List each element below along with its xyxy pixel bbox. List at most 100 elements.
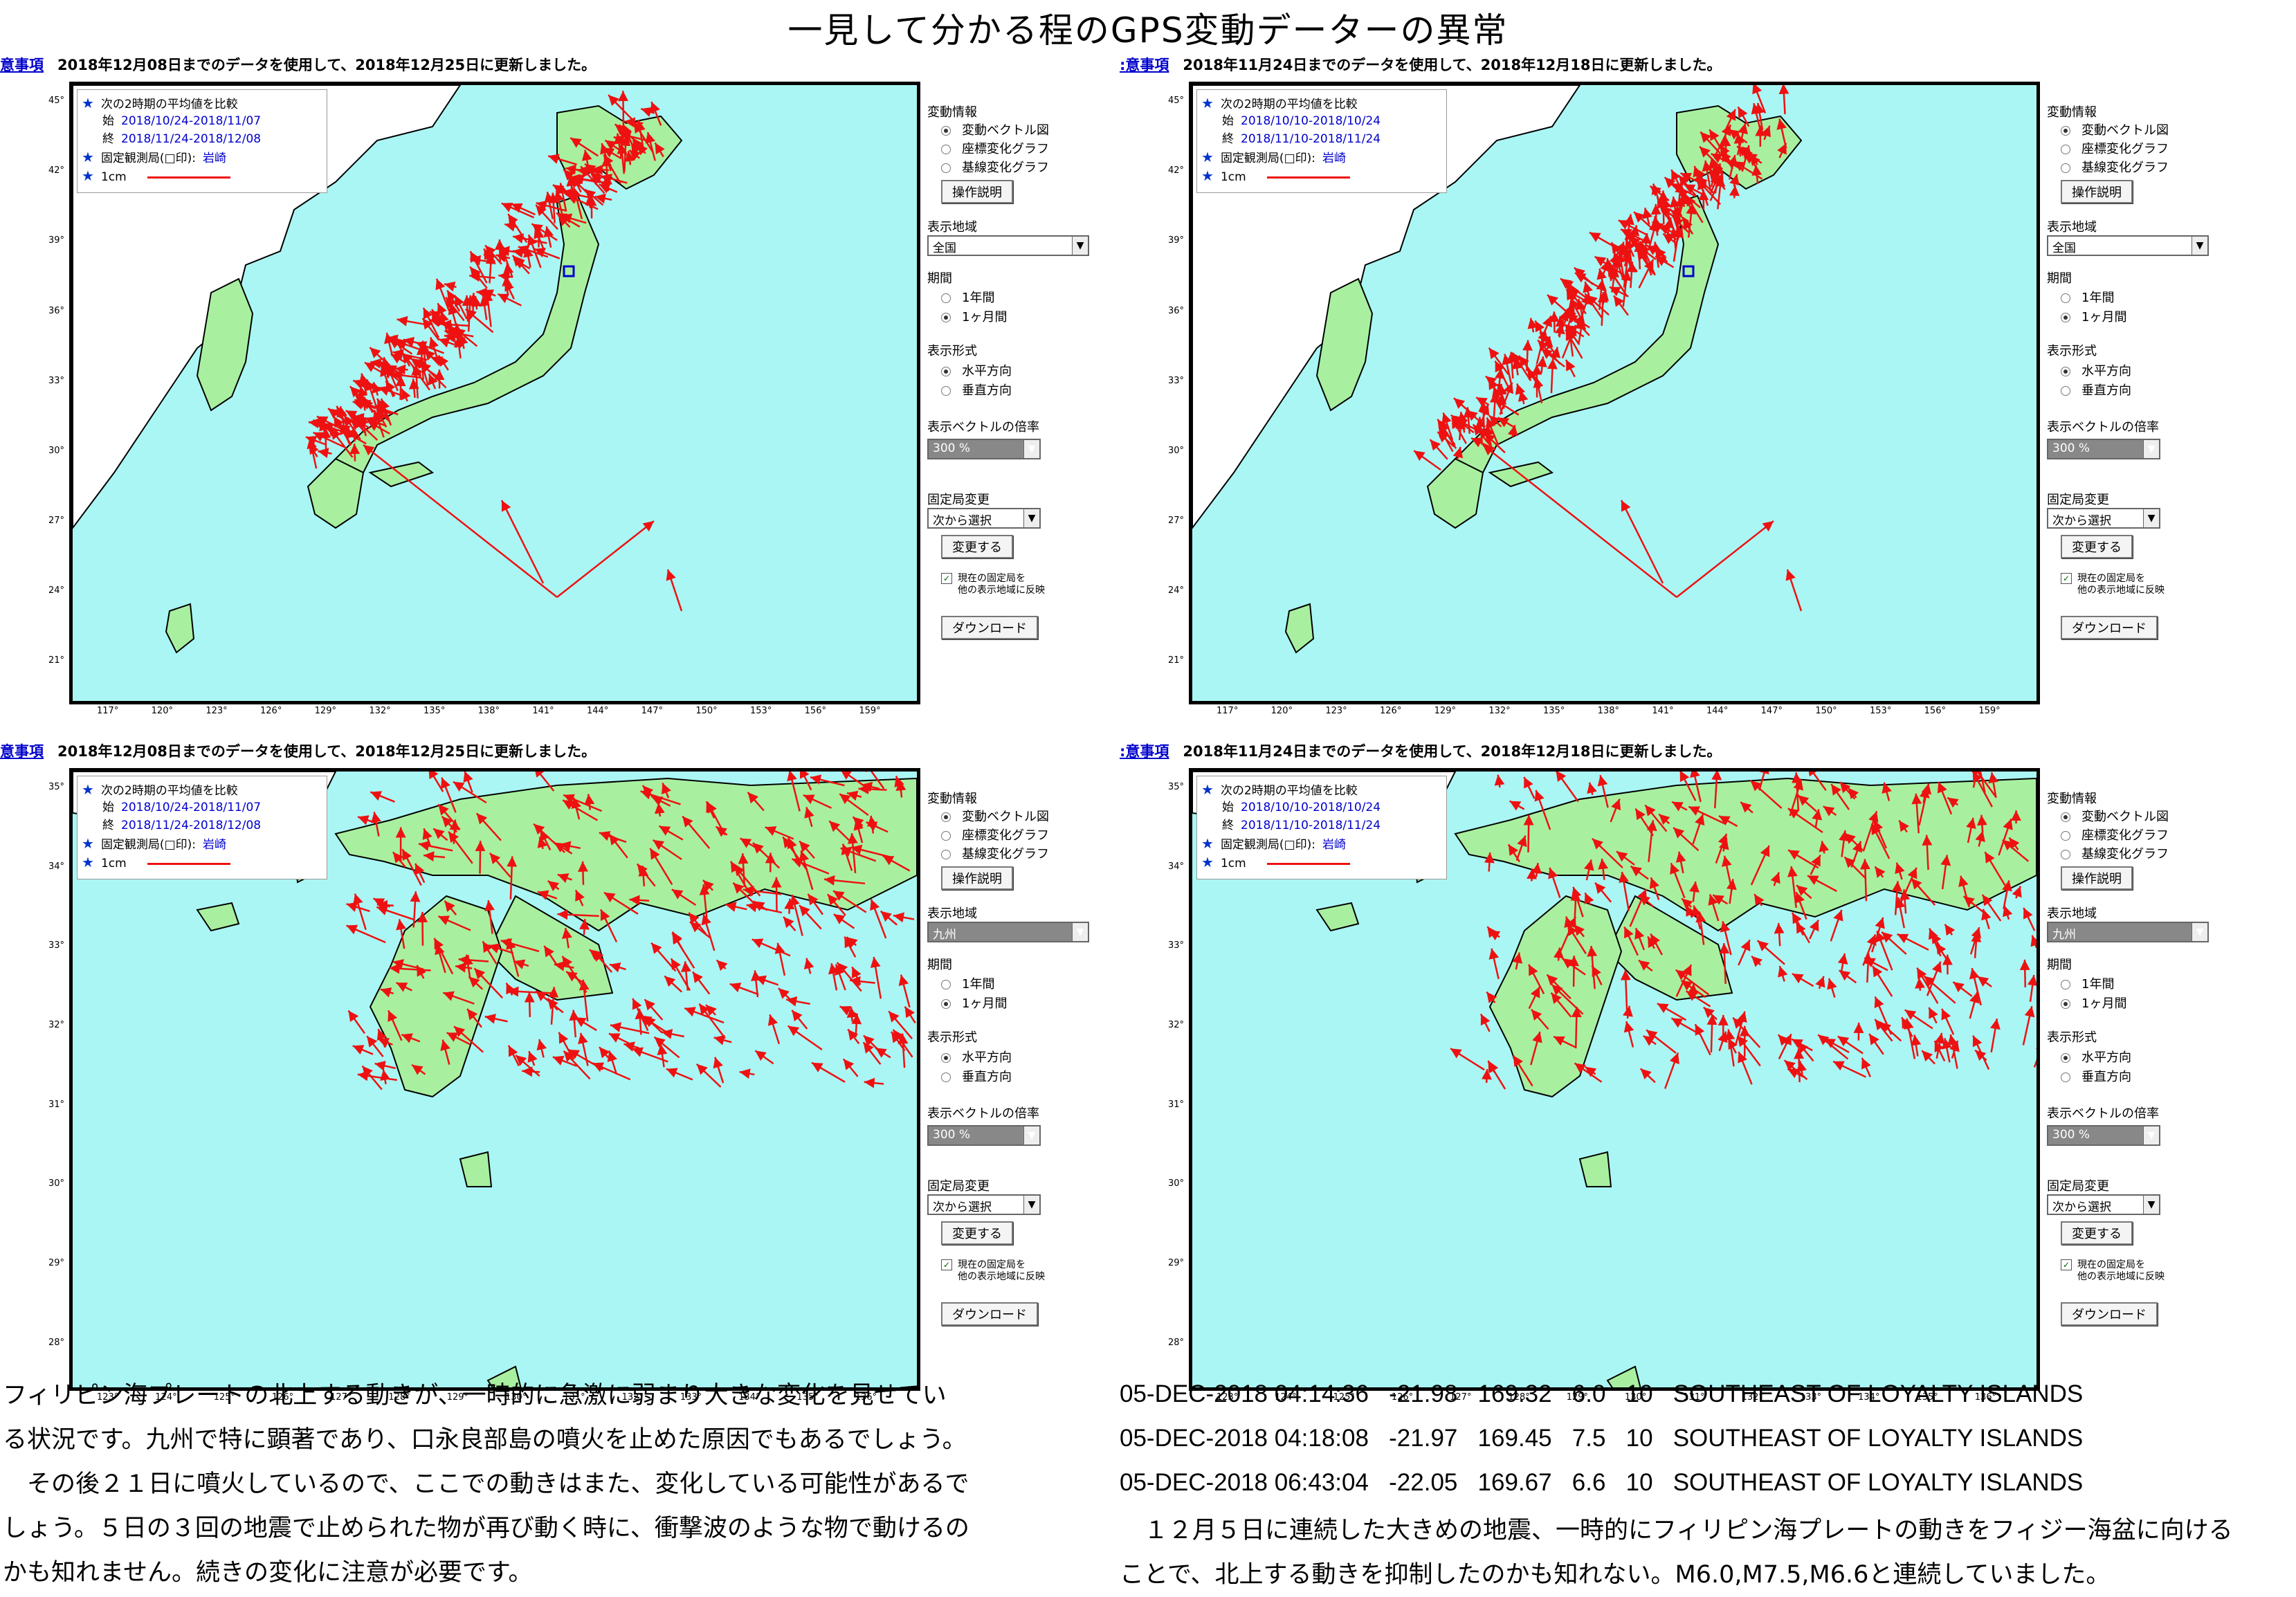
period-option-year[interactable]: 1年間 (2061, 288, 2114, 306)
chevron-down-icon[interactable]: ▼ (1072, 923, 1088, 941)
period-option-month[interactable]: 1ヶ月間 (2061, 994, 2126, 1012)
reflect-checkbox[interactable]: ✓現在の固定局を他の表示地域に反映 (2061, 1259, 2165, 1283)
radio-icon[interactable] (2061, 1073, 2070, 1082)
checkbox-icon[interactable]: ✓ (2061, 573, 2072, 584)
format-option-vertical[interactable]: 垂直方向 (2061, 381, 2131, 399)
radio-icon[interactable] (2061, 367, 2070, 376)
info-option-baseline[interactable]: 基線変化グラフ (2061, 158, 2169, 176)
info-option-vector[interactable]: 変動ベクトル図 (2061, 120, 2169, 138)
info-option-coordinate[interactable]: 座標変化グラフ (2061, 139, 2169, 157)
radio-icon[interactable] (941, 386, 951, 396)
chevron-down-icon[interactable]: ▼ (2143, 1196, 2159, 1214)
info-option-baseline[interactable]: 基線変化グラフ (941, 158, 1049, 176)
scale-select[interactable]: 300 %▼ (2047, 1125, 2160, 1146)
radio-icon[interactable] (2061, 980, 2070, 989)
notice-link[interactable]: 意事項 (0, 743, 44, 760)
radio-icon[interactable] (941, 812, 951, 822)
radio-icon[interactable] (941, 293, 951, 303)
fixed-station-select[interactable]: 次から選択▼ (927, 1194, 1041, 1215)
radio-icon[interactable] (2061, 386, 2070, 396)
change-button[interactable]: 変更する (941, 1221, 1013, 1245)
download-button[interactable]: ダウンロード (2061, 616, 2158, 639)
period-option-year[interactable]: 1年間 (941, 974, 994, 992)
manual-button[interactable]: 操作説明 (2061, 180, 2133, 203)
radio-icon[interactable] (941, 367, 951, 376)
period-option-month[interactable]: 1ヶ月間 (2061, 307, 2126, 325)
notice-link[interactable]: 意事項 (0, 57, 44, 73)
info-option-coordinate[interactable]: 座標変化グラフ (941, 825, 1049, 843)
format-option-vertical[interactable]: 垂直方向 (941, 381, 1012, 399)
fixed-station-select[interactable]: 次から選択▼ (2047, 1194, 2160, 1215)
chevron-down-icon[interactable]: ▼ (2143, 1126, 2159, 1144)
fixed-station-select[interactable]: 次から選択▼ (927, 508, 1041, 529)
region-select[interactable]: 九州▼ (927, 922, 1089, 942)
manual-button[interactable]: 操作説明 (941, 180, 1013, 203)
radio-icon[interactable] (2061, 812, 2070, 822)
radio-icon[interactable] (941, 999, 951, 1009)
chevron-down-icon[interactable]: ▼ (1023, 1196, 1039, 1214)
chevron-down-icon[interactable]: ▼ (2192, 237, 2207, 255)
chevron-down-icon[interactable]: ▼ (2192, 923, 2207, 941)
format-option-horizontal[interactable]: 水平方向 (2061, 1048, 2131, 1066)
info-option-coordinate[interactable]: 座標変化グラフ (2061, 825, 2169, 843)
manual-button[interactable]: 操作説明 (941, 866, 1013, 890)
scale-select[interactable]: 300 %▼ (2047, 439, 2160, 459)
notice-link[interactable]: :意事項 (1120, 57, 1169, 73)
radio-icon[interactable] (2061, 145, 2070, 154)
info-option-vector[interactable]: 変動ベクトル図 (2061, 807, 2169, 825)
radio-icon[interactable] (941, 126, 951, 136)
radio-icon[interactable] (941, 1073, 951, 1082)
change-button[interactable]: 変更する (2061, 1221, 2133, 1245)
radio-icon[interactable] (2061, 831, 2070, 841)
radio-icon[interactable] (941, 1053, 951, 1063)
scale-select[interactable]: 300 %▼ (927, 1125, 1041, 1146)
download-button[interactable]: ダウンロード (941, 1302, 1038, 1326)
radio-icon[interactable] (2061, 293, 2070, 303)
period-option-month[interactable]: 1ヶ月間 (941, 994, 1007, 1012)
info-option-vector[interactable]: 変動ベクトル図 (941, 807, 1049, 825)
chevron-down-icon[interactable]: ▼ (1023, 509, 1039, 527)
download-button[interactable]: ダウンロード (2061, 1302, 2158, 1326)
checkbox-icon[interactable]: ✓ (941, 1259, 952, 1270)
chevron-down-icon[interactable]: ▼ (2143, 509, 2159, 527)
info-option-vector[interactable]: 変動ベクトル図 (941, 120, 1049, 138)
format-option-vertical[interactable]: 垂直方向 (941, 1067, 1012, 1085)
region-select[interactable]: 全国▼ (927, 235, 1089, 256)
chevron-down-icon[interactable]: ▼ (1072, 237, 1088, 255)
radio-icon[interactable] (2061, 126, 2070, 136)
period-option-year[interactable]: 1年間 (2061, 974, 2114, 992)
format-option-horizontal[interactable]: 水平方向 (2061, 361, 2131, 379)
radio-icon[interactable] (2061, 1053, 2070, 1063)
change-button[interactable]: 変更する (2061, 535, 2133, 558)
period-option-month[interactable]: 1ヶ月間 (941, 307, 1007, 325)
scale-select[interactable]: 300 %▼ (927, 439, 1041, 459)
chevron-down-icon[interactable]: ▼ (1023, 1126, 1039, 1144)
radio-icon[interactable] (941, 831, 951, 841)
region-select[interactable]: 九州▼ (2047, 922, 2209, 942)
download-button[interactable]: ダウンロード (941, 616, 1038, 639)
manual-button[interactable]: 操作説明 (2061, 866, 2133, 890)
radio-icon[interactable] (941, 145, 951, 154)
region-select[interactable]: 全国▼ (2047, 235, 2209, 256)
radio-icon[interactable] (2061, 850, 2070, 859)
reflect-checkbox[interactable]: ✓現在の固定局を他の表示地域に反映 (941, 1259, 1045, 1283)
checkbox-icon[interactable]: ✓ (2061, 1259, 2072, 1270)
radio-icon[interactable] (941, 850, 951, 859)
radio-icon[interactable] (2061, 313, 2070, 322)
format-option-vertical[interactable]: 垂直方向 (2061, 1067, 2131, 1085)
chevron-down-icon[interactable]: ▼ (1023, 440, 1039, 458)
checkbox-icon[interactable]: ✓ (941, 573, 952, 584)
format-option-horizontal[interactable]: 水平方向 (941, 361, 1012, 379)
reflect-checkbox[interactable]: ✓現在の固定局を他の表示地域に反映 (941, 573, 1045, 596)
radio-icon[interactable] (2061, 999, 2070, 1009)
chevron-down-icon[interactable]: ▼ (2143, 440, 2159, 458)
notice-link[interactable]: :意事項 (1120, 743, 1169, 760)
period-option-year[interactable]: 1年間 (941, 288, 994, 306)
fixed-station-select[interactable]: 次から選択▼ (2047, 508, 2160, 529)
info-option-baseline[interactable]: 基線変化グラフ (941, 844, 1049, 862)
info-option-coordinate[interactable]: 座標変化グラフ (941, 139, 1049, 157)
radio-icon[interactable] (941, 163, 951, 173)
info-option-baseline[interactable]: 基線変化グラフ (2061, 844, 2169, 862)
reflect-checkbox[interactable]: ✓現在の固定局を他の表示地域に反映 (2061, 573, 2165, 596)
radio-icon[interactable] (941, 313, 951, 322)
